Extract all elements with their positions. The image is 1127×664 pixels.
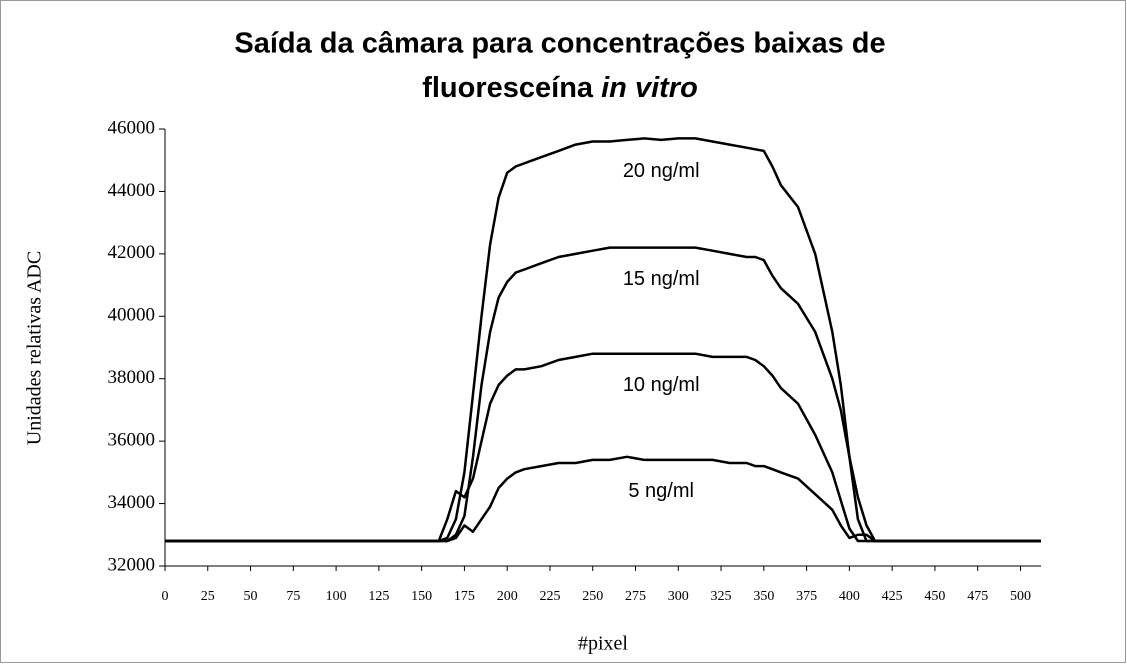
series-label: 20 ng/ml <box>623 160 700 182</box>
y-tick-label: 40000 <box>108 305 156 326</box>
series-line <box>165 137 1041 543</box>
x-tick-label: 350 <box>753 589 774 604</box>
x-tick-label: 50 <box>244 589 258 604</box>
x-tick-label: 225 <box>539 589 560 604</box>
y-tick-label: 34000 <box>108 492 156 513</box>
x-tick-label: 450 <box>924 589 945 604</box>
x-tick-label: 475 <box>967 589 988 604</box>
x-tick-label: 250 <box>582 589 603 604</box>
x-tick-label: 150 <box>411 589 432 604</box>
chart-title-part: fluoresceína <box>422 72 594 104</box>
y-tick-label: 38000 <box>108 367 156 388</box>
x-tick-label: 75 <box>286 589 300 604</box>
x-tick-label: 125 <box>368 589 389 604</box>
series-label: 15 ng/ml <box>623 268 700 290</box>
x-tick-label: 200 <box>497 589 518 604</box>
series-label: 10 ng/ml <box>623 374 700 396</box>
x-tick-label: 425 <box>882 589 903 604</box>
x-tick-label: 275 <box>625 589 646 604</box>
x-tick-label: 325 <box>711 589 732 604</box>
y-axis-label: Unidades relativas ADC <box>24 251 46 445</box>
chart-title-part: in vitro <box>601 72 698 104</box>
y-tick-label: 44000 <box>108 180 156 201</box>
y-tick-label: 32000 <box>108 554 156 575</box>
x-tick-label: 500 <box>1010 589 1031 604</box>
series-line <box>165 246 1041 543</box>
x-tick-label: 100 <box>326 589 347 604</box>
x-axis-label: #pixel <box>578 633 628 655</box>
x-tick-label: 0 <box>162 589 169 604</box>
x-tick-label: 175 <box>454 589 475 604</box>
x-tick-label: 300 <box>668 589 689 604</box>
y-tick-label: 46000 <box>108 117 156 138</box>
chart-title: fluoresceína in vitro <box>422 72 698 104</box>
series-line <box>165 352 1041 543</box>
series-label: 5 ng/ml <box>628 480 694 502</box>
y-tick-label: 36000 <box>108 430 156 451</box>
y-tick-label: 42000 <box>108 242 156 263</box>
chart-title: Saída da câmara para concentrações baixa… <box>234 28 885 60</box>
x-tick-label: 375 <box>796 589 817 604</box>
series-line <box>165 455 1041 543</box>
x-tick-label: 400 <box>839 589 860 604</box>
x-tick-label: 25 <box>201 589 215 604</box>
